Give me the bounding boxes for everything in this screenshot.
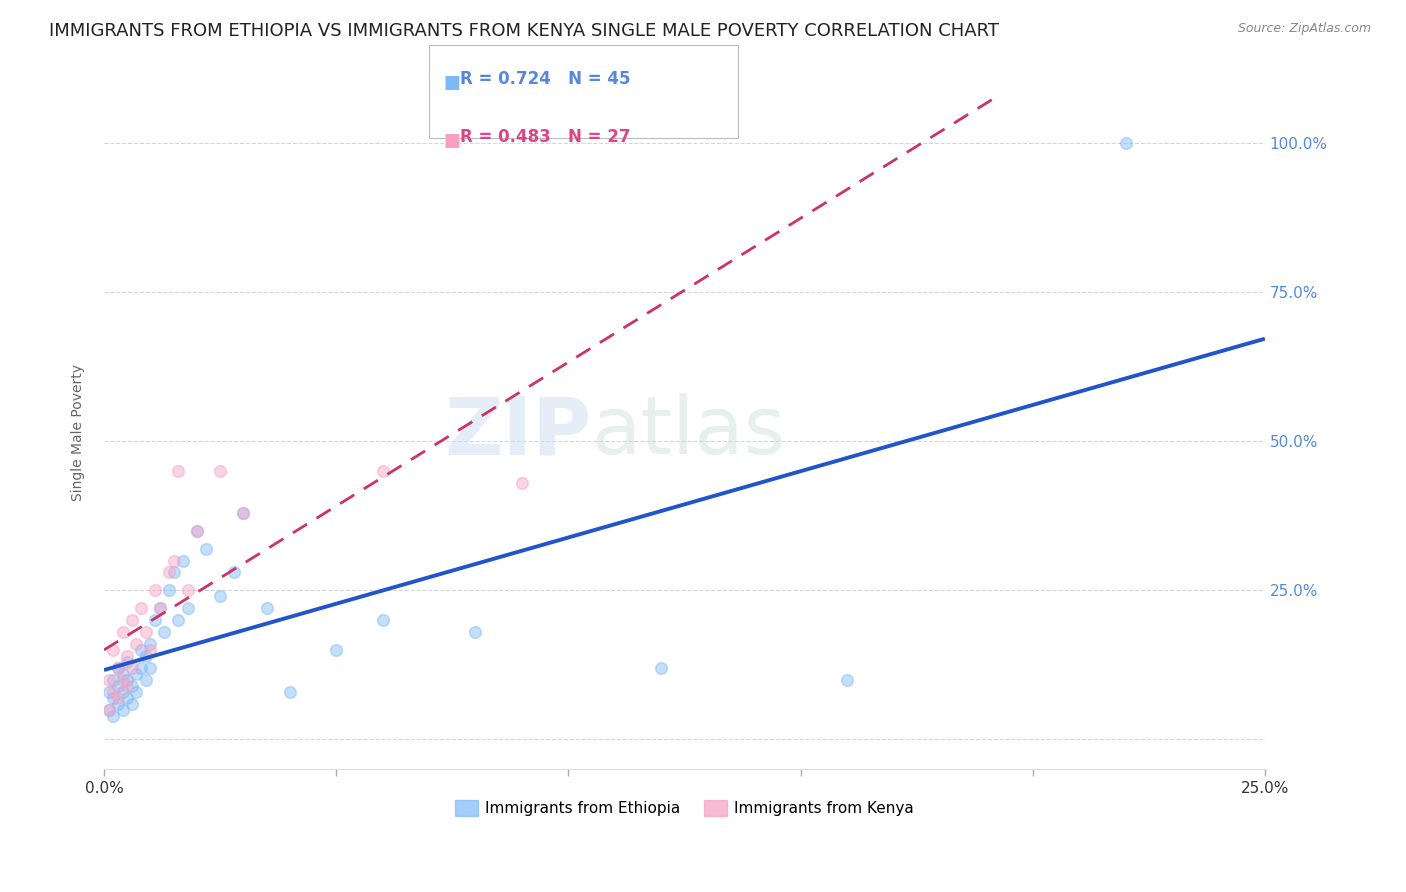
Point [107, 697, 129, 711]
Point [139, 637, 162, 651]
Text: ▪: ▪ [443, 67, 461, 95]
Point [163, 553, 186, 567]
Point [149, 601, 172, 615]
Point [157, 583, 180, 598]
Point [107, 690, 129, 705]
Point [256, 601, 278, 615]
Point [115, 679, 138, 693]
Point [149, 601, 172, 615]
Point [115, 690, 138, 705]
Point [195, 541, 218, 556]
Point [186, 524, 208, 538]
Point [157, 566, 180, 580]
Point [97, 685, 120, 699]
Point [107, 661, 129, 675]
Y-axis label: Single Male Poverty: Single Male Poverty [72, 364, 86, 500]
Point [121, 613, 143, 627]
Point [371, 464, 394, 478]
Point [107, 679, 129, 693]
Text: R = 0.724   N = 45: R = 0.724 N = 45 [460, 70, 630, 88]
Point [172, 553, 194, 567]
Point [222, 566, 245, 580]
Point [121, 661, 143, 675]
Point [167, 464, 190, 478]
Point [115, 648, 138, 663]
Point [186, 524, 208, 538]
Point [143, 583, 166, 598]
Text: IMMIGRANTS FROM ETHIOPIA VS IMMIGRANTS FROM KENYA SINGLE MALE POVERTY CORRELATIO: IMMIGRANTS FROM ETHIOPIA VS IMMIGRANTS F… [49, 22, 1000, 40]
Point [153, 625, 176, 640]
Point [167, 613, 190, 627]
Point [103, 685, 125, 699]
Point [129, 643, 152, 657]
Point [121, 679, 143, 693]
Point [371, 613, 394, 627]
Point [835, 673, 858, 687]
Text: Source: ZipAtlas.com: Source: ZipAtlas.com [1237, 22, 1371, 36]
Point [111, 625, 134, 640]
Point [139, 643, 162, 657]
Point [107, 661, 129, 675]
Point [232, 506, 254, 520]
Point [325, 643, 347, 657]
Point [97, 703, 120, 717]
Point [209, 464, 232, 478]
Point [209, 590, 232, 604]
Text: ▪: ▪ [443, 125, 461, 153]
Point [650, 661, 672, 675]
Point [97, 703, 120, 717]
Point [103, 690, 125, 705]
Text: atlas: atlas [592, 393, 786, 471]
Point [135, 648, 157, 663]
Point [111, 673, 134, 687]
Point [163, 566, 186, 580]
Point [510, 475, 533, 490]
Point [97, 673, 120, 687]
Point [176, 583, 198, 598]
Point [115, 673, 138, 687]
Point [125, 685, 148, 699]
Point [129, 601, 152, 615]
Text: R = 0.483   N = 27: R = 0.483 N = 27 [460, 128, 630, 146]
Point [143, 613, 166, 627]
Point [464, 625, 486, 640]
Point [176, 601, 198, 615]
Point [278, 685, 301, 699]
Point [135, 625, 157, 640]
Point [103, 708, 125, 723]
Point [111, 703, 134, 717]
Point [103, 673, 125, 687]
Text: ZIP: ZIP [444, 393, 592, 471]
Point [121, 697, 143, 711]
Point [1115, 136, 1137, 150]
Point [125, 637, 148, 651]
Point [111, 685, 134, 699]
Point [139, 661, 162, 675]
Point [125, 666, 148, 681]
Legend: Immigrants from Ethiopia, Immigrants from Kenya: Immigrants from Ethiopia, Immigrants fro… [449, 794, 920, 822]
Point [232, 506, 254, 520]
Point [129, 661, 152, 675]
Point [115, 655, 138, 669]
Point [103, 643, 125, 657]
Point [111, 666, 134, 681]
Point [135, 673, 157, 687]
